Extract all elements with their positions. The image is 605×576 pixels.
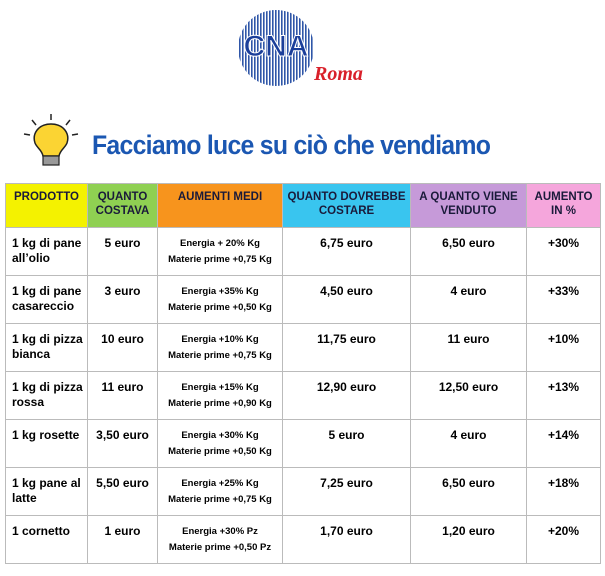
increase-line: Energia +35% Kg	[181, 286, 259, 297]
cell: 1 kg di pizza rossa	[5, 371, 88, 420]
cell: 1,20 euro	[410, 515, 527, 564]
table-row: 1 cornetto 1 euro Energia +30% Pz Materie p…	[5, 515, 601, 564]
logo-text: CNA	[244, 30, 309, 63]
bulb-icon	[23, 114, 79, 166]
cell: Energia +35% Kg Materie prime +0,50 Kg	[157, 275, 283, 324]
cell: +20%	[526, 515, 601, 564]
cell: 1 kg di pane casareccio	[5, 275, 88, 324]
cell: 6,50 euro	[410, 467, 527, 516]
cell: Energia +30% Kg Materie prime +0,50 Kg	[157, 419, 283, 468]
cell: +30%	[526, 227, 601, 276]
cell: 3,50 euro	[87, 419, 158, 468]
cell: +18%	[526, 467, 601, 516]
cell: 1 euro	[87, 515, 158, 564]
logo-city: Roma	[313, 63, 363, 85]
cell: Energia +25% Kg Materie prime +0,75 Kg	[157, 467, 283, 516]
increase-line: Materie prime +0,75 Kg	[168, 350, 272, 361]
table-row: 1 kg di pane casareccio 3 euro Energia +35…	[5, 275, 601, 324]
cell: 11 euro	[87, 371, 158, 420]
cell: 1 cornetto	[5, 515, 88, 564]
logo: CNA Roma	[238, 10, 363, 86]
cell: 4 euro	[410, 275, 527, 324]
increase-line: Energia +30% Pz	[182, 526, 258, 537]
price-table: PRODOTTO QUANTO COSTAVA AUMENTI MEDI QUANTO…	[5, 183, 601, 564]
cell: +13%	[526, 371, 601, 420]
header-row: PRODOTTO QUANTO COSTAVA AUMENTI MEDI QUANTO…	[5, 183, 601, 228]
cell: 12,90 euro	[282, 371, 411, 420]
title: Facciamo luce su ciò che vendiamo	[92, 130, 491, 160]
increase-line: Energia +10% Kg	[181, 334, 259, 345]
table-row: 1 kg pane al latte 5,50 euro Energia +25% …	[5, 467, 601, 516]
header-cell: PRODOTTO	[5, 183, 88, 228]
table-row: 1 kg di pizza rossa 11 euro Energia +15% K…	[5, 371, 601, 420]
cell: 12,50 euro	[410, 371, 527, 420]
increase-line: Energia + 20% Kg	[180, 238, 260, 249]
cell: 5 euro	[87, 227, 158, 276]
increase-line: Materie prime +0,75 Kg	[168, 494, 272, 505]
cell: 5,50 euro	[87, 467, 158, 516]
cell: 3 euro	[87, 275, 158, 324]
increase-line: Materie prime +0,50 Kg	[168, 302, 272, 313]
header-cell: QUANTO COSTAVA	[87, 183, 158, 228]
cell: 11 euro	[410, 323, 527, 372]
table-row: 1 kg di pizza bianca 10 euro Energia +10% …	[5, 323, 601, 372]
header-cell: AUMENTI MEDI	[157, 183, 283, 228]
cell: 4 euro	[410, 419, 527, 468]
table-row: 1 kg rosette 3,50 euro Energia +30% Kg Mate…	[5, 419, 601, 468]
increase-line: Energia +15% Kg	[181, 382, 259, 393]
cell: Energia +10% Kg Materie prime +0,75 Kg	[157, 323, 283, 372]
cell: +14%	[526, 419, 601, 468]
cell: 7,25 euro	[282, 467, 411, 516]
increase-line: Energia +30% Kg	[181, 430, 259, 441]
logo-circle	[238, 10, 314, 86]
header-cell: AUMENTO IN %	[526, 183, 601, 228]
cell: Energia + 20% Kg Materie prime +0,75 Kg	[157, 227, 283, 276]
cell: Energia +15% Kg Materie prime +0,90 Kg	[157, 371, 283, 420]
cell: 1 kg pane al latte	[5, 467, 88, 516]
cell: +10%	[526, 323, 601, 372]
cell: 1 kg di pizza bianca	[5, 323, 88, 372]
increase-line: Materie prime +0,50 Kg	[168, 446, 272, 457]
cell: 11,75 euro	[282, 323, 411, 372]
increase-line: Energia +25% Kg	[181, 478, 259, 489]
cell: 6,50 euro	[410, 227, 527, 276]
cell: 10 euro	[87, 323, 158, 372]
cell: 5 euro	[282, 419, 411, 468]
increase-line: Materie prime +0,50 Pz	[168, 542, 272, 553]
cell: 1,70 euro	[282, 515, 411, 564]
cell: 4,50 euro	[282, 275, 411, 324]
cell: 1 kg di pane all’olio	[5, 227, 88, 276]
cell: 1 kg rosette	[5, 419, 88, 468]
increase-line: Materie prime +0,90 Kg	[168, 398, 272, 409]
table-row: 1 kg di pane all’olio 5 euro Energia + 20%…	[5, 227, 601, 276]
header-cell: A QUANTO VIENE VENDUTO	[410, 183, 527, 228]
cell: 6,75 euro	[282, 227, 411, 276]
cell: +33%	[526, 275, 601, 324]
header-cell: QUANTO DOVREBBE COSTARE	[282, 183, 411, 228]
increase-line: Materie prime +0,75 Kg	[168, 254, 272, 265]
cell: Energia +30% Pz Materie prime +0,50 Pz	[157, 515, 283, 564]
